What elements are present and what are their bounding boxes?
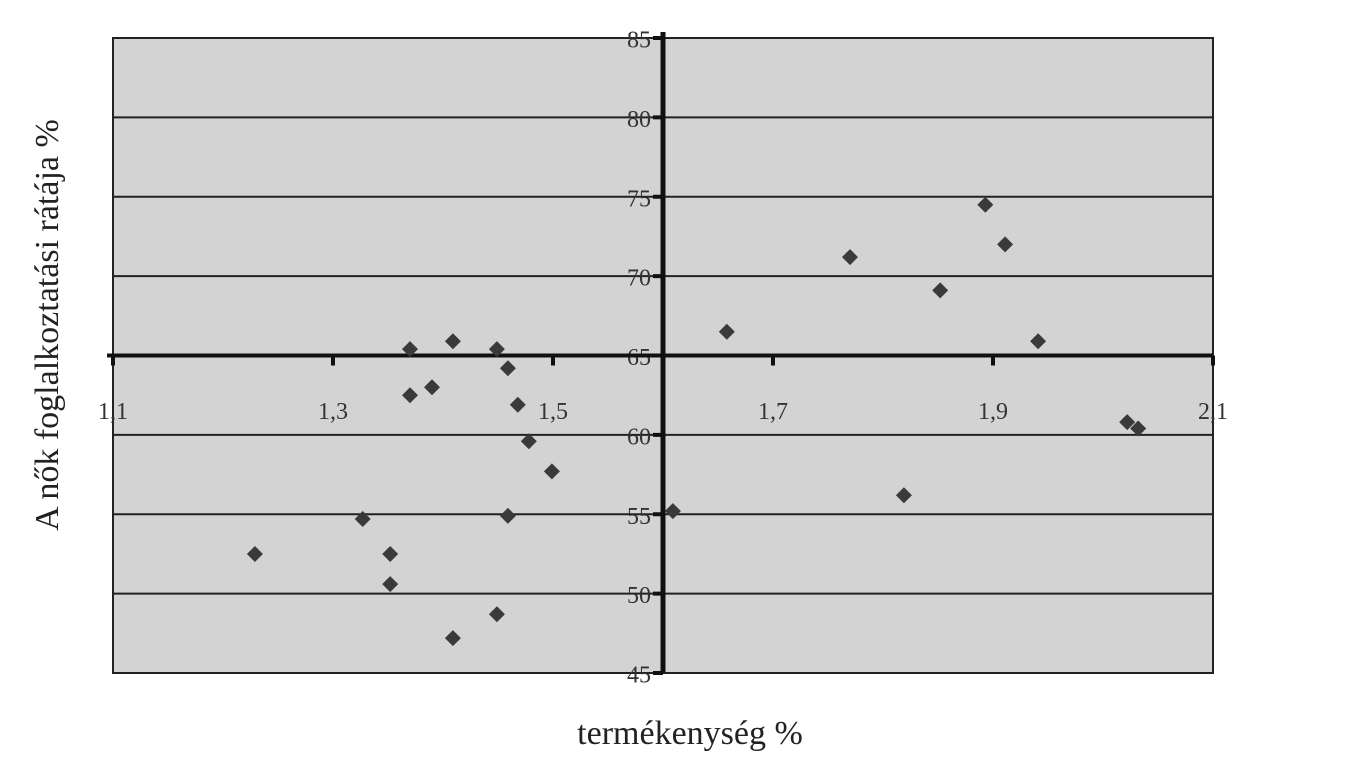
point (718, 323, 735, 340)
point (424, 379, 440, 396)
point (1130, 420, 1147, 437)
point (402, 341, 418, 358)
x-tick-label: 1,1 (98, 399, 128, 425)
point (402, 387, 418, 404)
x-tick-label: 1,7 (758, 399, 788, 425)
x-axis-title: termékenység % (577, 715, 803, 752)
point (246, 545, 263, 562)
point (382, 545, 399, 562)
point (488, 341, 505, 358)
y-tick-label: 60 (627, 424, 651, 450)
x-tick-label: 1,5 (538, 399, 568, 425)
point (997, 236, 1014, 253)
point (895, 487, 912, 504)
point (543, 463, 560, 480)
point (842, 249, 858, 266)
y-tick-label: 70 (627, 266, 651, 292)
x-tick-label: 1,3 (318, 399, 348, 425)
x-tick-label: 1,9 (978, 399, 1008, 425)
point (488, 606, 505, 623)
point (932, 282, 949, 299)
y-tick-label: 55 (627, 504, 651, 530)
y-tick-label: 65 (627, 345, 651, 371)
point (977, 196, 994, 213)
point (509, 396, 526, 413)
point (444, 630, 461, 647)
point (1030, 333, 1047, 350)
y-tick-label: 50 (627, 583, 651, 609)
point (499, 507, 516, 524)
x-tick-label: 2,1 (1198, 399, 1228, 425)
y-tick-label: 75 (627, 186, 651, 212)
y-axis-title: A nők foglalkoztatási rátája % (29, 119, 66, 531)
y-tick-label: 45 (627, 663, 651, 689)
point (444, 333, 461, 350)
y-tick-label: 85 (627, 28, 651, 54)
point (499, 360, 516, 377)
point (664, 503, 681, 520)
point (354, 511, 371, 528)
point (1119, 414, 1136, 431)
y-tick-label: 80 (627, 107, 651, 133)
point (520, 433, 537, 450)
point (382, 576, 399, 593)
